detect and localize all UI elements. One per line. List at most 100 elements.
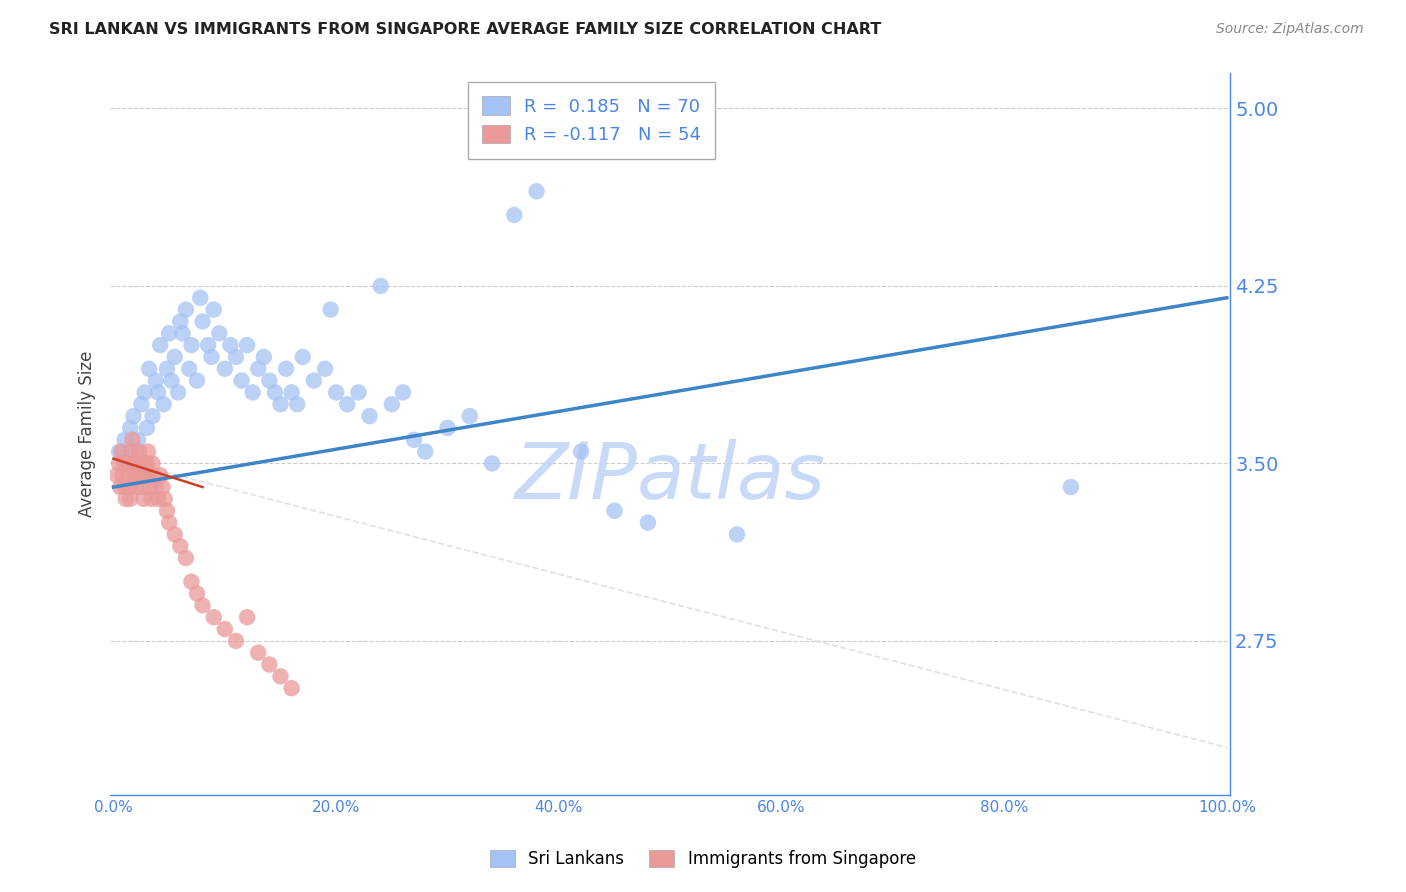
Point — [125, 444, 148, 458]
Point — [413, 444, 436, 458]
Point — [115, 457, 138, 471]
Point — [136, 444, 159, 458]
Point — [122, 409, 145, 423]
Point — [114, 491, 136, 506]
Text: ZIPatlas: ZIPatlas — [515, 439, 825, 516]
Point — [108, 480, 131, 494]
Point — [458, 409, 481, 423]
Point — [131, 468, 153, 483]
Point — [637, 516, 659, 530]
Point — [200, 350, 222, 364]
Point — [174, 551, 197, 566]
Point — [274, 361, 297, 376]
Point — [172, 326, 194, 341]
Point — [169, 314, 191, 328]
Point — [141, 491, 163, 506]
Point — [188, 291, 211, 305]
Y-axis label: Average Family Size: Average Family Size — [79, 351, 96, 517]
Point — [169, 539, 191, 553]
Point — [157, 326, 180, 341]
Point — [156, 504, 179, 518]
Point — [127, 433, 149, 447]
Point — [404, 433, 426, 447]
Point — [156, 361, 179, 376]
Point — [603, 504, 626, 518]
Point — [117, 468, 139, 483]
Point — [179, 361, 201, 376]
Point — [111, 468, 134, 483]
Point — [141, 409, 163, 423]
Point — [197, 338, 219, 352]
Point — [569, 444, 592, 458]
Point — [219, 338, 242, 352]
Point — [167, 385, 190, 400]
Point — [214, 361, 236, 376]
Point — [157, 516, 180, 530]
Point — [105, 468, 128, 483]
Point — [225, 633, 247, 648]
Point — [152, 397, 174, 411]
Point — [214, 622, 236, 636]
Point — [125, 480, 148, 494]
Point — [146, 385, 169, 400]
Point — [259, 657, 281, 672]
Point — [174, 302, 197, 317]
Point — [152, 480, 174, 494]
Point — [336, 397, 359, 411]
Point — [242, 385, 264, 400]
Point — [115, 457, 138, 471]
Point — [253, 350, 276, 364]
Point — [370, 279, 392, 293]
Point — [108, 457, 131, 471]
Point — [134, 385, 156, 400]
Point — [180, 338, 202, 352]
Point — [481, 457, 503, 471]
Point — [131, 397, 153, 411]
Point — [132, 491, 155, 506]
Point — [141, 457, 163, 471]
Point — [114, 480, 136, 494]
Point — [269, 397, 291, 411]
Point — [149, 338, 172, 352]
Point — [145, 374, 167, 388]
Point — [146, 491, 169, 506]
Point — [114, 433, 136, 447]
Point — [280, 385, 302, 400]
Point — [259, 374, 281, 388]
Point — [247, 361, 270, 376]
Point — [503, 208, 526, 222]
Point — [142, 468, 165, 483]
Point — [247, 646, 270, 660]
Point — [122, 457, 145, 471]
Point — [149, 468, 172, 483]
Point — [526, 184, 548, 198]
Point — [160, 374, 183, 388]
Point — [264, 385, 287, 400]
Point — [127, 468, 149, 483]
Point — [138, 468, 160, 483]
Point — [112, 457, 135, 471]
Point — [153, 491, 176, 506]
Text: Source: ZipAtlas.com: Source: ZipAtlas.com — [1216, 22, 1364, 37]
Point — [191, 314, 214, 328]
Point — [231, 374, 253, 388]
Point — [208, 326, 231, 341]
Point — [392, 385, 415, 400]
Text: SRI LANKAN VS IMMIGRANTS FROM SINGAPORE AVERAGE FAMILY SIZE CORRELATION CHART: SRI LANKAN VS IMMIGRANTS FROM SINGAPORE … — [49, 22, 882, 37]
Point — [108, 444, 131, 458]
Point — [186, 586, 208, 600]
Point — [124, 468, 146, 483]
Point — [236, 610, 259, 624]
Point — [121, 433, 143, 447]
Point — [325, 385, 347, 400]
Point — [138, 361, 160, 376]
Point — [110, 444, 132, 458]
Point — [134, 457, 156, 471]
Point — [131, 480, 153, 494]
Point — [125, 457, 148, 471]
Point — [120, 421, 142, 435]
Point — [135, 457, 157, 471]
Point — [236, 338, 259, 352]
Point — [319, 302, 342, 317]
Point — [139, 480, 162, 494]
